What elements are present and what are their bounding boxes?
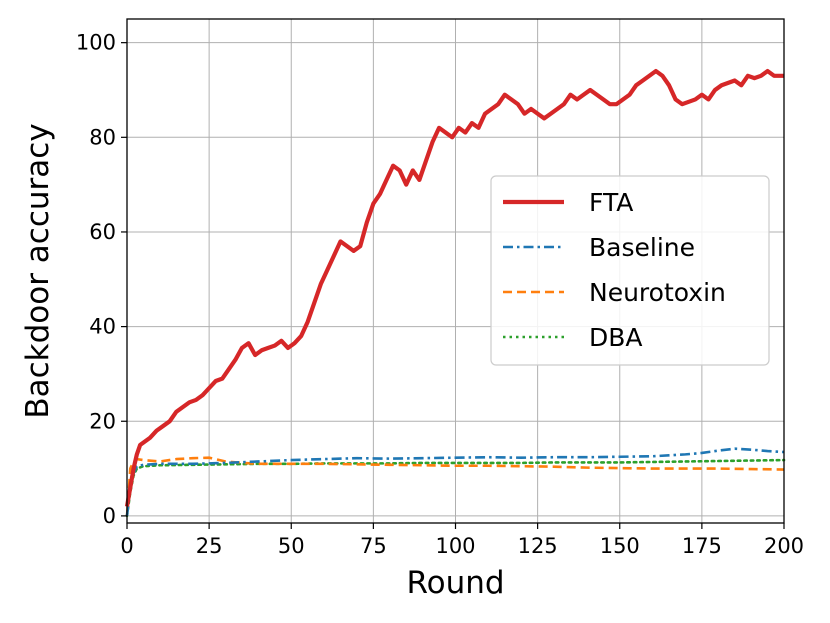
legend-label: DBA	[589, 323, 643, 352]
x-tick-label: 50	[278, 534, 305, 558]
y-tick-label: 80	[89, 125, 116, 149]
x-axis-label: Round	[406, 565, 504, 601]
y-tick-label: 100	[76, 31, 116, 55]
x-tick-label: 75	[360, 534, 387, 558]
y-tick-label: 40	[89, 315, 116, 339]
x-tick-label: 150	[600, 534, 640, 558]
series-line-dba	[125, 458, 786, 518]
legend-label: FTA	[589, 188, 633, 217]
x-tick-label: 0	[120, 534, 133, 558]
ticks: 0 25 50 75 100 125 150 175 200 0 20 40 60 80 100	[76, 31, 804, 558]
x-tick-label: 125	[518, 534, 558, 558]
x-tick-label: 175	[682, 534, 722, 558]
legend: FTA Baseline Neurotoxin DBA	[490, 175, 770, 366]
y-tick-label: 60	[89, 220, 116, 244]
x-tick-label: 100	[435, 534, 475, 558]
x-tick-label: 25	[196, 534, 223, 558]
series-layer	[124, 68, 786, 518]
series-line-fta	[124, 68, 784, 507]
legend-label: Neurotoxin	[589, 278, 726, 307]
legend-box	[490, 175, 770, 366]
legend-label: Baseline	[589, 233, 695, 262]
series-line-neurotoxin	[125, 456, 785, 516]
y-tick-label: 20	[89, 409, 116, 433]
y-tick-label: 0	[103, 504, 116, 528]
y-axis-label: Backdoor accuracy	[20, 123, 56, 418]
x-tick-label: 200	[764, 534, 804, 558]
series-line-baseline	[125, 447, 785, 517]
